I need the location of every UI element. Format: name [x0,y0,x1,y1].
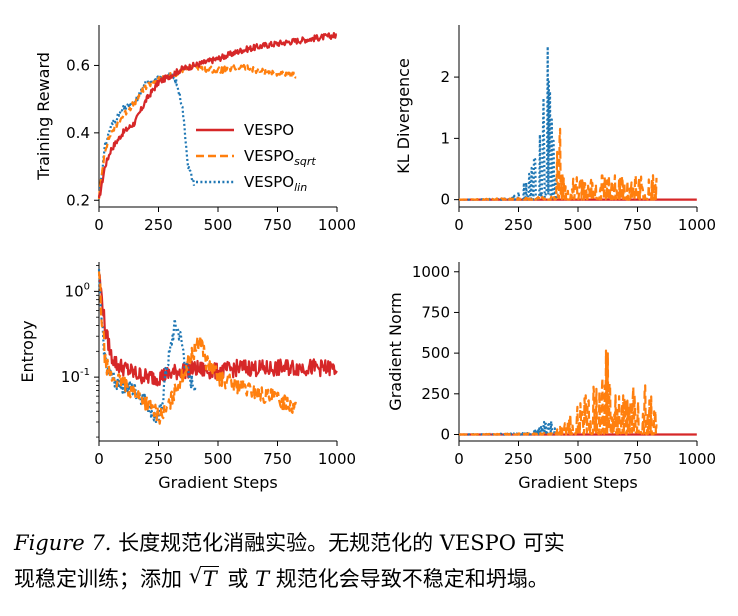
chart-panel-bottom-left: 0 250 500 750 1000 10-1 100 Entropy Gradient Ste… [18,262,356,492]
series-line-dotted [97,71,196,198]
x-tick-label: 1000 [318,216,356,234]
legend-label: VESPOlin [244,173,307,194]
series-line-dashed [97,62,297,199]
legend-label: VESPOsqrt [244,147,316,168]
x-tick-label: 250 [144,450,173,468]
series-line-dashed [458,127,658,201]
series-line-solid [97,31,338,199]
figure-caption: Figure 7. 长度规范化消融实验。无规范化的 VESPO 可实 现稳定训练… [14,525,726,597]
caption-line-1: Figure 7. 长度规范化消融实验。无规范化的 VESPO 可实 [14,525,726,561]
y-axis-label: Gradient Norm [386,292,405,410]
x-tick-label: 500 [204,216,233,234]
x-tick-label: 500 [564,450,593,468]
x-tick-label: 1000 [678,216,716,234]
sqrt-expression: √ T [189,561,219,597]
chart-panel-top-left: 0 250 500 750 1000 0.2 0.4 0.6 Training Reward VE… [34,25,356,234]
y-tick-label: 250 [421,385,450,403]
x-axis-label: Gradient Steps [518,473,638,492]
y-tick-label: 750 [421,303,450,321]
y-tick-label: 0.4 [66,124,90,142]
series-line-dotted [458,420,558,436]
x-tick-label: 0 [454,450,464,468]
legend-label: VESPO [244,121,294,139]
x-tick-label: 750 [623,216,652,234]
x-tick-label: 1000 [318,450,356,468]
chart-panel-bottom-right: 0 250 500 750 1000 0 250 500 750 1000 Gradient Nor… [386,262,716,492]
y-tick-label: 500 [421,344,450,362]
y-tick-label: 2 [440,68,450,86]
x-tick-label: 0 [94,216,104,234]
x-tick-label: 250 [144,216,173,234]
series-line-solid [98,273,338,387]
y-tick-label: 0.2 [66,191,90,209]
series-line-dashed [458,349,658,436]
y-tick-label: 0.6 [66,56,90,74]
series-line-dotted [458,45,558,201]
y-tick-label: 1000 [412,263,450,281]
sqrt-variable: T [200,566,219,591]
y-tick-label: 100 [65,281,90,300]
x-tick-label: 750 [623,450,652,468]
y-tick-label: 0 [440,191,450,209]
x-tick-label: 750 [263,216,292,234]
caption-text-2b: 规范化会导致不稳定和坍塌。 [275,567,549,591]
x-tick-label: 1000 [678,450,716,468]
caption-label: Figure 7. [14,531,112,555]
series-line-dotted [97,269,197,425]
caption-text-2a: 现稳定训练；添加 [14,567,182,591]
x-axis-label: Gradient Steps [158,473,278,492]
caption-text-1: 长度规范化消融实验。无规范化的 VESPO 可实 [118,531,565,555]
chart-panel-top-right: 0 250 500 750 1000 0 1 2 KL Divergence [394,25,716,234]
x-tick-label: 0 [94,450,104,468]
x-tick-label: 0 [454,216,464,234]
caption-or: 或 [227,567,249,591]
caption-line-2: 现稳定训练；添加 √ T 或 T 规范化会导致不稳定和坍塌。 [14,561,726,597]
y-axis-label: KL Divergence [394,58,413,174]
y-tick-label: 10-1 [61,367,90,386]
caption-variable: T [255,567,270,591]
x-tick-label: 500 [204,450,233,468]
series-line-dashed [97,271,298,425]
y-axis-label: Training Reward [34,52,53,181]
sqrt-symbol: √ [188,564,203,588]
x-tick-label: 250 [504,216,533,234]
y-tick-label: 0 [440,425,450,443]
x-tick-label: 750 [263,450,292,468]
x-tick-label: 250 [504,450,533,468]
y-tick-label: 1 [440,129,450,147]
y-axis-label: Entropy [18,320,37,382]
x-tick-label: 500 [564,216,593,234]
